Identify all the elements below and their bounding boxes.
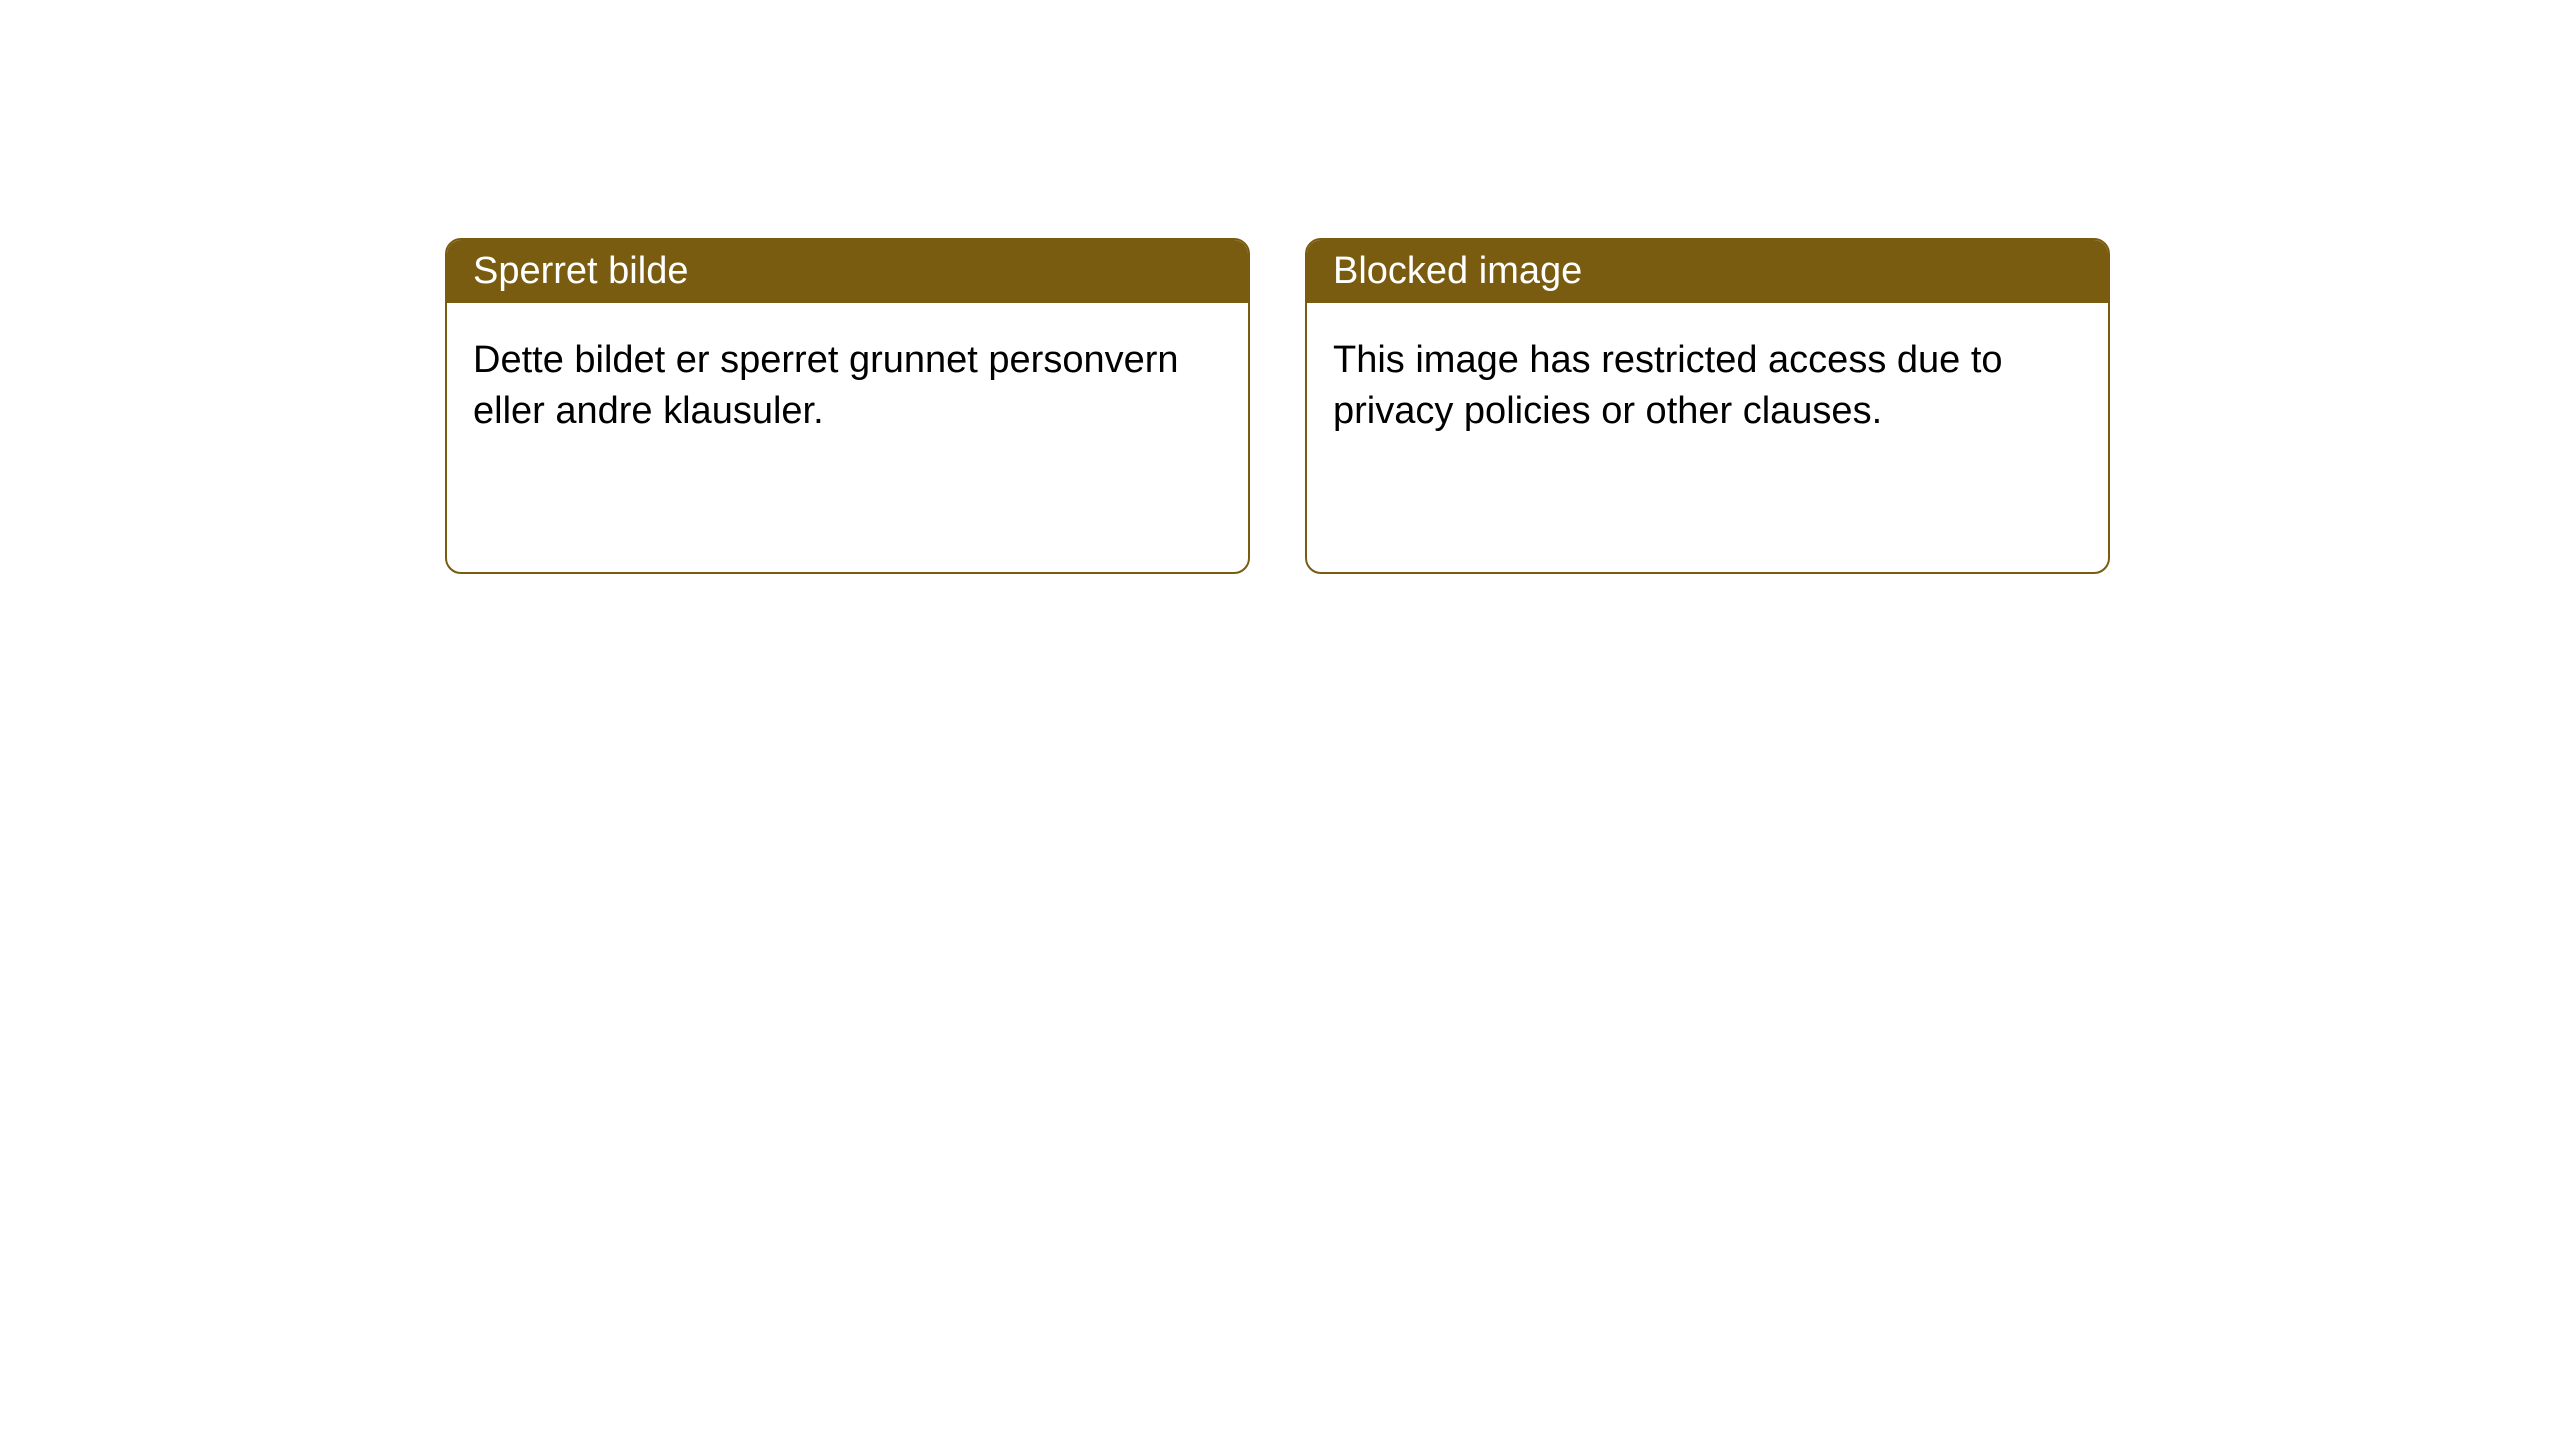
notice-container: Sperret bilde Dette bildet er sperret gr…: [445, 238, 2110, 574]
notice-card-norwegian: Sperret bilde Dette bildet er sperret gr…: [445, 238, 1250, 574]
notice-body: This image has restricted access due to …: [1307, 303, 2108, 470]
notice-card-english: Blocked image This image has restricted …: [1305, 238, 2110, 574]
notice-header: Sperret bilde: [447, 240, 1248, 303]
notice-header: Blocked image: [1307, 240, 2108, 303]
notice-body: Dette bildet er sperret grunnet personve…: [447, 303, 1248, 470]
